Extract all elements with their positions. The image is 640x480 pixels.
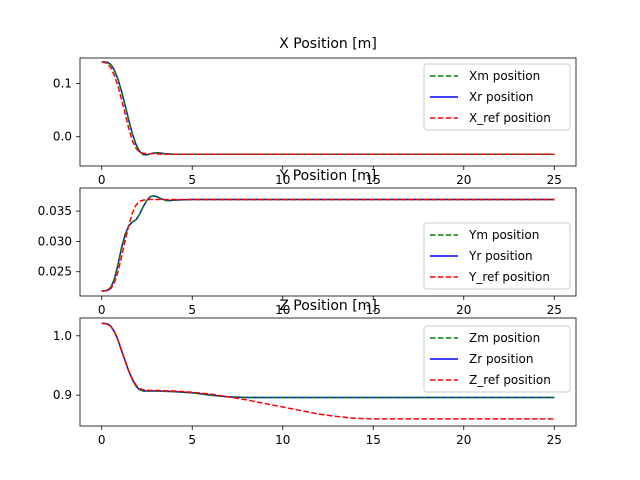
subplot-1: 0 5 10 15 20 25 0.1 0.0 X Position [m] Xm positio… (53, 36, 577, 187)
x-tick-label: 0 (98, 173, 106, 187)
series-line-z-ref-position (101, 322, 555, 420)
legend-label: Zm position (469, 331, 540, 345)
legend-box (423, 222, 571, 290)
y-tick-label: 0.030 (38, 234, 72, 248)
x-tick-label: 15 (366, 303, 381, 317)
y-tick-label: 0.035 (38, 204, 72, 218)
y-tick-label: 0.9 (53, 388, 72, 402)
legend-label: Yr position (468, 249, 533, 263)
legend-box (423, 325, 571, 393)
axes-frame (79, 187, 577, 297)
x-tick-label: 5 (188, 173, 196, 187)
legend-label: Z_ref position (469, 373, 551, 387)
subplot-2: 0 5 10 15 20 25 0.035 0.030 0.025 Y Position [m] Y… (38, 168, 577, 317)
x-tick-label: 5 (188, 303, 196, 317)
subplot-title: X Position [m] (279, 36, 377, 52)
y-tick-label: 0.1 (53, 77, 72, 91)
subplot-title: Z Position [m] (279, 298, 377, 314)
legend-label: X_ref position (469, 111, 551, 125)
legend-label: Xr position (469, 90, 534, 104)
y-tick-label: 0.0 (53, 130, 72, 144)
x-tick-label: 25 (547, 303, 562, 317)
axes-frame (79, 57, 577, 167)
x-tick-label: 20 (456, 433, 471, 447)
series-line-y-ref-position (101, 198, 555, 292)
series-line-x-ref-position (101, 60, 555, 156)
x-tick-label: 15 (366, 173, 381, 187)
x-tick-label: 5 (188, 433, 196, 447)
legend-label: Y_ref position (468, 270, 550, 284)
plot-area-1 (101, 60, 555, 156)
x-tick-label: 20 (456, 173, 471, 187)
x-tick-label: 25 (547, 173, 562, 187)
subplot-title: Y Position [m] (279, 168, 377, 184)
x-tick-label: 10 (275, 303, 290, 317)
subplot-3: 0 5 10 15 20 25 1.0 0.9 Z Position [m] Zm positio… (53, 298, 577, 447)
x-tick-label: 15 (366, 433, 381, 447)
plot-area-3 (101, 322, 555, 420)
x-tick-label: 10 (275, 433, 290, 447)
legend-label: Ym position (468, 228, 539, 242)
legend-label: Zr position (469, 352, 534, 366)
series-line-zm-position (101, 322, 555, 399)
legend-box (423, 63, 571, 131)
y-tick-label: 1.0 (53, 329, 72, 343)
x-tick-label: 25 (547, 433, 562, 447)
axes-frame (79, 317, 577, 427)
x-tick-label: 0 (98, 303, 106, 317)
plot-area-2 (101, 195, 555, 292)
x-tick-label: 10 (275, 173, 290, 187)
legend-label: Xm position (469, 69, 540, 83)
x-tick-label: 20 (456, 303, 471, 317)
x-tick-label: 0 (98, 433, 106, 447)
y-tick-label: 0.025 (38, 265, 72, 279)
